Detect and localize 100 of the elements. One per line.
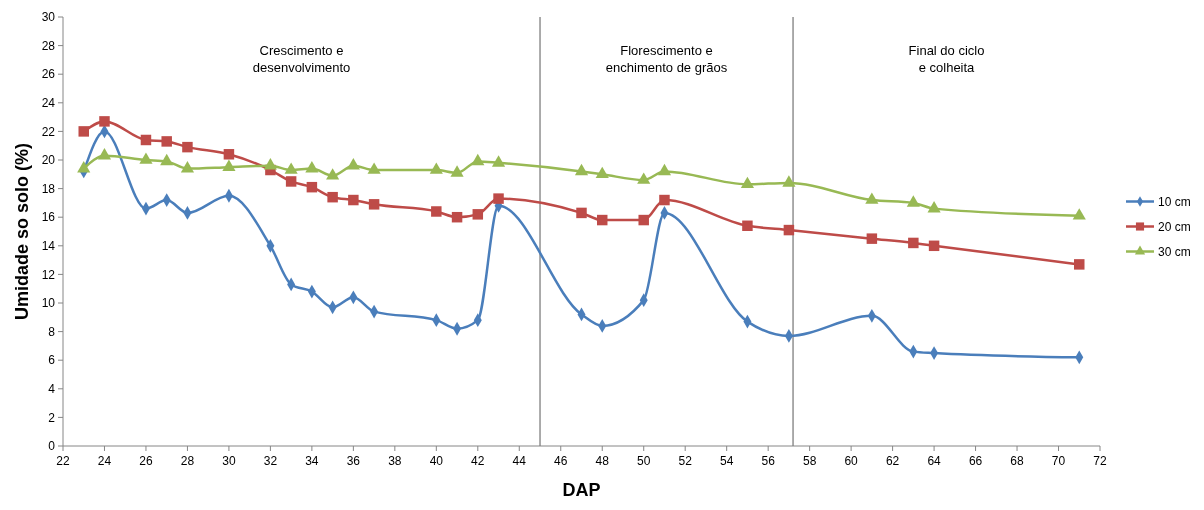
point [742, 220, 753, 232]
point [1074, 259, 1085, 270]
point [346, 158, 360, 170]
point [595, 166, 609, 179]
x-axis-title: DAP [562, 480, 601, 500]
x-tick-label: 46 [554, 454, 568, 468]
point [140, 134, 152, 146]
x-tick-label: 24 [97, 454, 112, 468]
point [1072, 208, 1086, 220]
x-tick-label: 54 [720, 454, 734, 468]
point [368, 199, 380, 210]
legend-label: 30 cm [1158, 244, 1191, 259]
y-tick-label: 26 [41, 67, 56, 82]
point [927, 201, 941, 213]
point [576, 207, 587, 219]
point [182, 141, 193, 153]
y-tick-label: 16 [41, 210, 56, 225]
point [161, 136, 172, 147]
x-tick-label: 50 [637, 454, 651, 468]
point [493, 193, 504, 204]
annotation: Florescimento e enchimento de grãos [605, 43, 728, 75]
x-tick-label: 52 [678, 454, 693, 468]
point [657, 163, 672, 176]
point [78, 126, 89, 137]
y-tick-label: 14 [41, 239, 56, 253]
y-tick-label: 6 [48, 353, 56, 368]
point [97, 148, 112, 160]
y-tick-label: 2 [48, 410, 56, 425]
x-tick-label: 34 [305, 454, 319, 468]
x-tick-label: 56 [761, 454, 776, 468]
y-tick-label: 12 [41, 267, 56, 282]
x-tick-label: 70 [1051, 454, 1066, 468]
point [180, 160, 195, 173]
x-tick-label: 64 [927, 454, 942, 468]
point [928, 240, 940, 252]
point [908, 237, 919, 249]
y-tick-label: 28 [41, 38, 56, 53]
point [429, 162, 443, 174]
y-axis-title: Umidade so solo (%) [12, 142, 32, 321]
point [865, 192, 879, 204]
y-tick-label: 0 [48, 439, 56, 454]
x-tick-label: 26 [139, 454, 153, 468]
point [263, 158, 277, 170]
point [77, 160, 91, 173]
point [782, 175, 796, 187]
x-tick-label: 72 [1093, 454, 1107, 468]
point [160, 153, 174, 166]
x-tick-label: 42 [471, 454, 485, 468]
point [450, 165, 464, 177]
point [740, 176, 754, 189]
point [637, 172, 651, 184]
x-tick-label: 36 [346, 454, 361, 468]
point [659, 194, 670, 206]
x-tick-label: 28 [180, 454, 195, 468]
x-tick-label: 66 [968, 454, 983, 468]
x-tick-label: 58 [802, 454, 817, 468]
y-tick-label: 24 [41, 96, 56, 110]
y-tick-label: 8 [48, 324, 56, 339]
point [472, 209, 484, 220]
x-tick-label: 62 [885, 454, 900, 468]
x-tick-label: 68 [1010, 454, 1025, 468]
x-tick-label: 30 [222, 454, 236, 468]
point [284, 162, 298, 174]
point [491, 155, 506, 167]
point [327, 191, 338, 203]
x-tick-label: 32 [263, 454, 278, 468]
point [326, 168, 340, 180]
point [348, 194, 359, 206]
point [597, 214, 608, 226]
x-tick-label: 38 [388, 454, 402, 468]
x-tick-label: 48 [595, 454, 610, 468]
y-tick-label: 18 [41, 181, 56, 196]
annotation: Final do ciclo e colheita [908, 43, 985, 75]
x-tick-label: 60 [844, 454, 859, 468]
x-tick-label: 40 [429, 454, 444, 468]
legend-label: 10 cm [1158, 194, 1191, 209]
point [305, 160, 319, 173]
point [222, 159, 236, 171]
point [471, 153, 485, 166]
legend-label: 20 cm [1158, 219, 1191, 234]
point [638, 214, 649, 226]
point [574, 163, 589, 176]
x-tick-label: 44 [512, 454, 527, 468]
annotation: Crescimento e desenvolvimento [252, 43, 351, 75]
point [285, 176, 297, 187]
point [99, 116, 110, 127]
point [306, 181, 318, 193]
y-tick-label: 22 [41, 124, 56, 139]
y-tick-label: 10 [41, 296, 56, 311]
y-tick-label: 4 [48, 382, 56, 396]
point [783, 224, 795, 236]
point [451, 211, 463, 223]
point [906, 195, 920, 207]
point [866, 233, 878, 244]
y-tick-label: 30 [41, 10, 56, 25]
y-tick-label: 20 [41, 153, 56, 168]
point [367, 162, 381, 174]
point [139, 152, 153, 164]
point [431, 206, 442, 217]
point [223, 149, 235, 160]
